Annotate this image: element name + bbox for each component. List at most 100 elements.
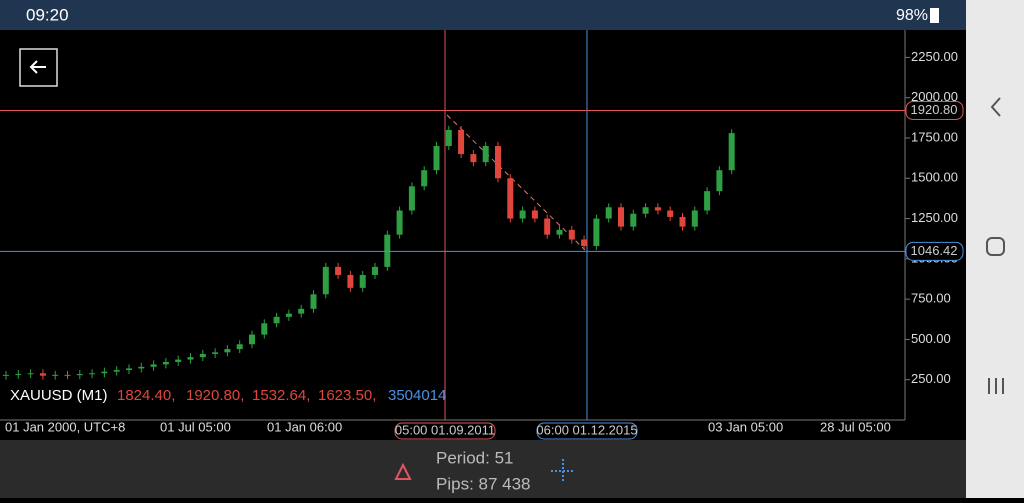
time-label-box	[394, 422, 496, 440]
y-tick-label: 750.00	[911, 291, 951, 306]
time-label: 06:00 01.12.2015	[536, 422, 637, 437]
candle	[421, 170, 428, 187]
candle	[716, 170, 723, 192]
candle	[3, 374, 9, 376]
candle	[101, 371, 108, 374]
clock: 09:20	[26, 5, 69, 24]
candle	[347, 274, 354, 288]
candle	[359, 274, 366, 288]
status-bar	[0, 0, 966, 30]
price-label: 1920.80	[911, 102, 958, 117]
candle	[704, 191, 711, 211]
y-tick-label: 250.00	[911, 371, 951, 386]
price-label-box	[905, 241, 964, 261]
candle	[113, 370, 120, 372]
candle	[372, 266, 378, 275]
time-label: 05:00 01.09.2011	[395, 422, 495, 437]
candle	[495, 146, 501, 179]
ohlc-value: 1623.50,	[318, 387, 376, 404]
candle	[162, 361, 169, 365]
x-tick-label: 28 Jul 05:00	[820, 419, 891, 434]
back-arrow	[29, 60, 46, 74]
battery: 98%	[896, 7, 928, 24]
ohlc-value: 1532.64,	[252, 387, 310, 404]
candle	[630, 213, 637, 227]
y-tick-label: 2250.00	[911, 49, 958, 64]
candle	[175, 359, 182, 362]
candle	[581, 239, 588, 246]
chart-area	[0, 30, 966, 440]
nav-home[interactable]	[986, 237, 1005, 256]
candle	[642, 207, 649, 214]
candle	[396, 210, 403, 235]
candle	[39, 373, 46, 376]
price-label-box	[905, 100, 964, 120]
candle	[261, 323, 268, 335]
candle	[654, 207, 661, 211]
time-label-box	[536, 422, 638, 440]
candle	[273, 316, 280, 324]
symbol: XAUUSD (M1)	[10, 387, 108, 404]
candle	[199, 353, 206, 358]
nav-back[interactable]	[990, 97, 1001, 117]
candle	[126, 368, 132, 371]
candle	[89, 373, 96, 375]
x-tick-label: 01 Jan 06:00	[267, 419, 342, 434]
ohlc-value: 1920.80,	[186, 387, 244, 404]
candle	[310, 294, 317, 309]
candle	[285, 313, 292, 317]
nav-recent[interactable]	[988, 378, 1004, 394]
candle	[482, 146, 489, 163]
candle	[150, 364, 157, 367]
candle	[544, 218, 551, 235]
candle	[384, 234, 391, 267]
x-tick-label: 03 Jan 05:00	[708, 419, 783, 434]
candle	[27, 373, 34, 375]
candle	[212, 352, 219, 354]
x-tick-label: 01 Jan 2000, UTC+8	[5, 419, 125, 434]
candle	[433, 146, 440, 171]
candle	[568, 229, 575, 240]
candle	[445, 129, 452, 147]
candle	[64, 374, 71, 376]
y-tick-label: 1250.00	[911, 210, 958, 225]
candle	[691, 210, 698, 227]
candle	[667, 210, 674, 217]
y-tick-label: 1500.00	[911, 170, 958, 185]
candle	[187, 357, 194, 360]
y-tick-label: 2000.00	[911, 89, 958, 104]
pips: Pips: 87 438	[436, 474, 531, 493]
delta-icon	[394, 462, 412, 480]
candle	[593, 218, 600, 246]
candle	[556, 229, 563, 235]
candle	[322, 266, 329, 295]
candle	[249, 334, 255, 345]
candle	[507, 178, 514, 219]
candle	[458, 129, 465, 155]
footer	[0, 440, 966, 498]
price-label: 1046.42	[911, 243, 958, 258]
candle	[408, 186, 415, 211]
y-tick-label: 500.00	[911, 331, 951, 346]
candle	[138, 366, 145, 369]
marks	[3, 125, 735, 380]
back-button[interactable]	[19, 48, 58, 87]
x-tick-label: 01 Jul 05:00	[160, 419, 231, 434]
period: Period: 51	[436, 448, 514, 467]
candle	[728, 133, 735, 171]
candle	[298, 308, 305, 314]
candle	[15, 374, 22, 376]
nav-bar	[966, 0, 1024, 498]
ohlc-value: 1824.40,	[117, 387, 175, 404]
candle	[519, 210, 526, 219]
candle	[52, 374, 59, 376]
battery-icon	[930, 8, 939, 23]
y-tick-label: 1750.00	[911, 129, 958, 144]
candle	[470, 154, 477, 163]
ohlc-value: 3504014	[388, 387, 446, 404]
crosshair-icon[interactable]	[551, 459, 575, 483]
candle	[76, 374, 83, 376]
candle	[605, 207, 612, 219]
candle	[679, 216, 686, 227]
